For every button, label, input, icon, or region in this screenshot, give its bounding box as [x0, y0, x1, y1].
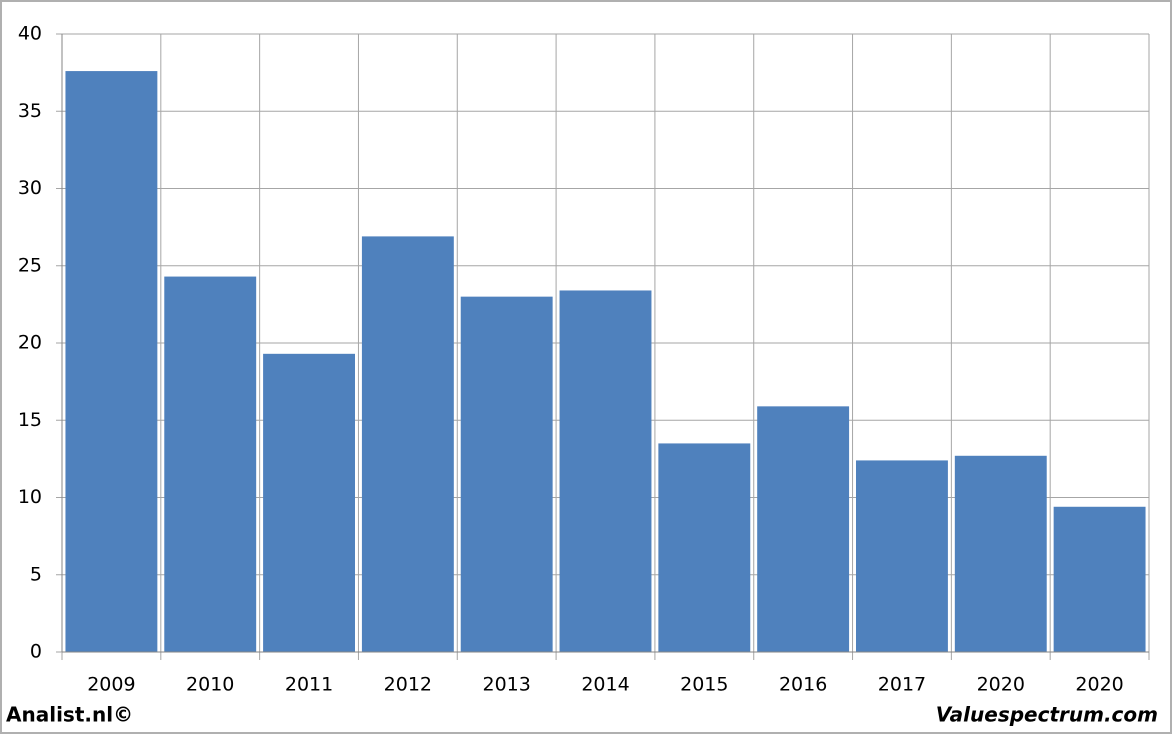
x-tick-label: 2010	[186, 674, 234, 696]
x-tick-label: 2011	[285, 674, 333, 696]
bar	[757, 406, 850, 652]
x-tick-label: 2013	[483, 674, 531, 696]
y-tick-label: 30	[18, 177, 42, 199]
y-tick-label: 10	[18, 486, 42, 508]
footer-left: Analist.nl©	[6, 703, 133, 727]
x-tick-label: 2014	[581, 674, 629, 696]
y-tick-label: 40	[18, 23, 42, 45]
y-tick-label: 15	[18, 409, 42, 431]
bar	[361, 236, 454, 652]
x-tick-label: 2017	[878, 674, 926, 696]
x-tick-label: 2009	[87, 674, 135, 696]
y-tick-label: 20	[18, 332, 42, 354]
y-tick-label: 0	[30, 641, 42, 663]
x-tick-label: 2020	[1075, 674, 1123, 696]
y-tick-label: 35	[18, 100, 42, 122]
bar	[65, 71, 158, 652]
y-tick-label: 25	[18, 254, 42, 276]
y-tick-label: 5	[30, 563, 42, 585]
bar	[263, 353, 355, 652]
x-tick-label: 2020	[977, 674, 1025, 696]
footer-right: Valuespectrum.com	[936, 703, 1158, 727]
bar	[559, 290, 652, 652]
x-tick-label: 2015	[680, 674, 728, 696]
bar	[164, 276, 257, 652]
x-tick-label: 2012	[384, 674, 432, 696]
bar	[658, 443, 751, 652]
bar	[856, 460, 948, 652]
bar	[1053, 506, 1146, 652]
bar	[460, 296, 553, 652]
x-tick-label: 2016	[779, 674, 827, 696]
bar	[954, 455, 1047, 652]
